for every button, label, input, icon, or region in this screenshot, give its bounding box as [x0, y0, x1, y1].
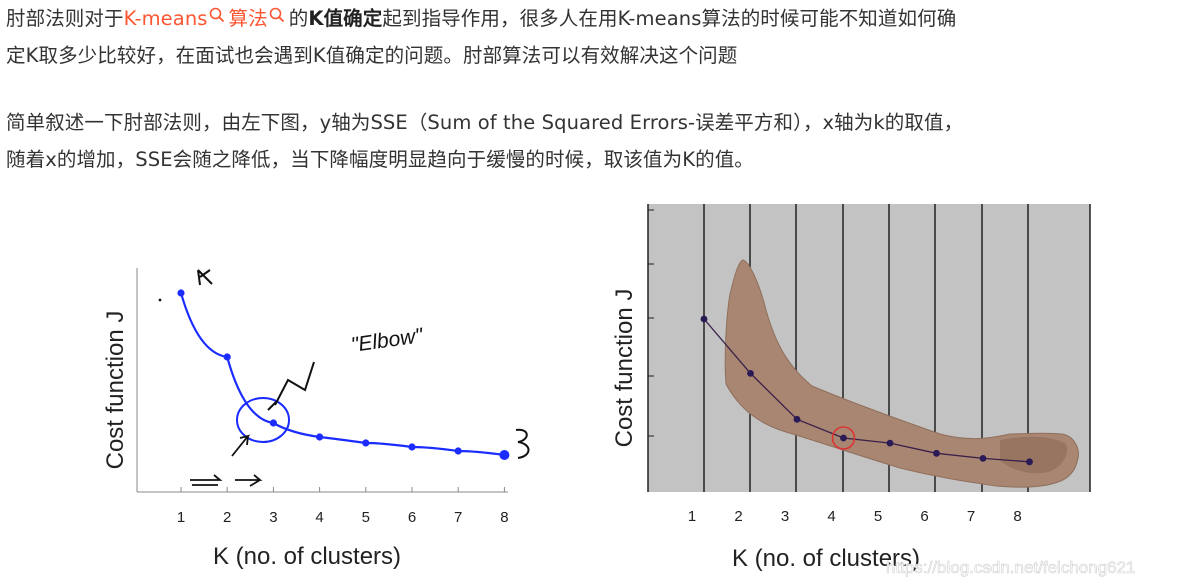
left-x-axis-label: K (no. of clusters) — [213, 543, 401, 570]
right-x-tick-label: 6 — [920, 508, 928, 525]
left-y-axis-label: Cost function J — [102, 311, 129, 470]
right-data-point — [840, 434, 847, 442]
right-x-tick-label: 3 — [781, 508, 789, 525]
left-data-point — [223, 353, 231, 361]
left-x-ticks: 1 2 3 4 5 6 7 8 — [177, 487, 509, 526]
right-data-point — [793, 415, 801, 423]
left-data-point — [269, 419, 277, 427]
left-x-tick-label: 4 — [315, 509, 323, 526]
paragraph-intro: 肘部法则对于K-means 算法 的K值确定起到指导作用，很多人在用K-means算… — [6, 0, 1186, 74]
right-elbow-arm-chart: 1 2 3 4 5 6 7 8 Cost function J K (no. of clust… — [611, 204, 1136, 577]
right-x-tick-label: 7 — [967, 508, 975, 525]
left-x-tick-label: 5 — [362, 509, 370, 526]
algorithm-link[interactable]: 算法 — [228, 7, 268, 30]
right-data-points — [700, 315, 1033, 466]
right-data-point — [700, 315, 708, 323]
left-x-tick-label: 1 — [177, 509, 185, 526]
left-elbow-label: "Elbow" — [349, 324, 425, 357]
left-stray-dot — [158, 298, 162, 302]
left-elbow-arrow — [231, 434, 251, 457]
arm-fist-shading — [1000, 436, 1068, 474]
search-icon[interactable] — [269, 7, 285, 23]
right-x-tick-label: 5 — [874, 508, 882, 525]
right-y-ticks — [648, 209, 654, 437]
left-data-point — [454, 447, 462, 455]
left-data-point — [499, 450, 510, 460]
left-x-tick-label: 7 — [454, 509, 462, 526]
left-bottom-arrows — [190, 474, 263, 487]
left-data-point — [177, 289, 185, 297]
right-data-point — [979, 455, 987, 462]
right-elbow-marker — [831, 426, 856, 450]
kmeans-link[interactable]: K-means — [123, 7, 208, 30]
left-elbow-pointer — [267, 361, 315, 411]
left-data-points — [177, 289, 510, 460]
left-x-tick-label: 2 — [223, 509, 231, 526]
left-end-squiggle — [515, 428, 530, 459]
right-data-point — [1026, 458, 1033, 466]
left-start-arrow-mark — [197, 269, 213, 286]
watermark: https://blog.csdn.net/feichong621 — [886, 558, 1136, 577]
explanation-line1: 简单叙述一下肘部法则，由左下图，y轴为SSE（Sum of the Square… — [6, 111, 964, 134]
intro-middle: 的 — [288, 7, 309, 30]
paragraph-explanation: 简单叙述一下肘部法则，由左下图，y轴为SSE（Sum of the Square… — [6, 104, 1186, 178]
left-x-tick-label: 6 — [408, 509, 416, 526]
left-data-point — [408, 443, 416, 451]
k-value-bold: K值确定 — [308, 7, 383, 30]
right-cost-curve — [703, 318, 1030, 463]
right-x-axis-label: K (no. of clusters) — [732, 545, 920, 572]
left-data-point — [316, 433, 324, 441]
right-x-tick-label: 1 — [688, 508, 696, 525]
right-data-point — [747, 370, 754, 377]
left-cost-curve — [179, 292, 505, 457]
left-elbow-chart: Cost function J 1 2 3 4 5 6 7 8 "Elbow" K (no. … — [102, 268, 530, 570]
left-elbow-circle — [236, 397, 290, 443]
intro-line2: 定K取多少比较好，在面试也会遇到K值确定的问题。肘部算法可以有效解决这个问题 — [6, 44, 738, 67]
arm-image — [724, 259, 1079, 488]
left-x-tick-label: 3 — [269, 509, 277, 526]
right-x-tick-label: 2 — [734, 508, 742, 525]
left-x-tick-label: 8 — [500, 509, 508, 526]
intro-prefix: 肘部法则对于 — [6, 7, 124, 30]
right-y-axis-label: Cost function J — [611, 289, 638, 448]
right-x-ticks: 1 2 3 4 5 6 7 8 — [688, 508, 1022, 525]
explanation-line2: 随着x的增加，SSE会随之降低，当下降幅度明显趋向于缓慢的时候，取该值为K的值。 — [6, 148, 754, 171]
search-icon[interactable] — [209, 7, 225, 23]
right-x-tick-label: 8 — [1013, 508, 1021, 525]
right-x-tick-label: 4 — [827, 508, 835, 525]
right-data-point — [886, 439, 894, 447]
right-data-point — [933, 449, 940, 457]
left-data-point — [362, 439, 370, 447]
intro-rest: 起到指导作用，很多人在用K-means算法的时候可能不知道如何确 — [382, 7, 957, 30]
